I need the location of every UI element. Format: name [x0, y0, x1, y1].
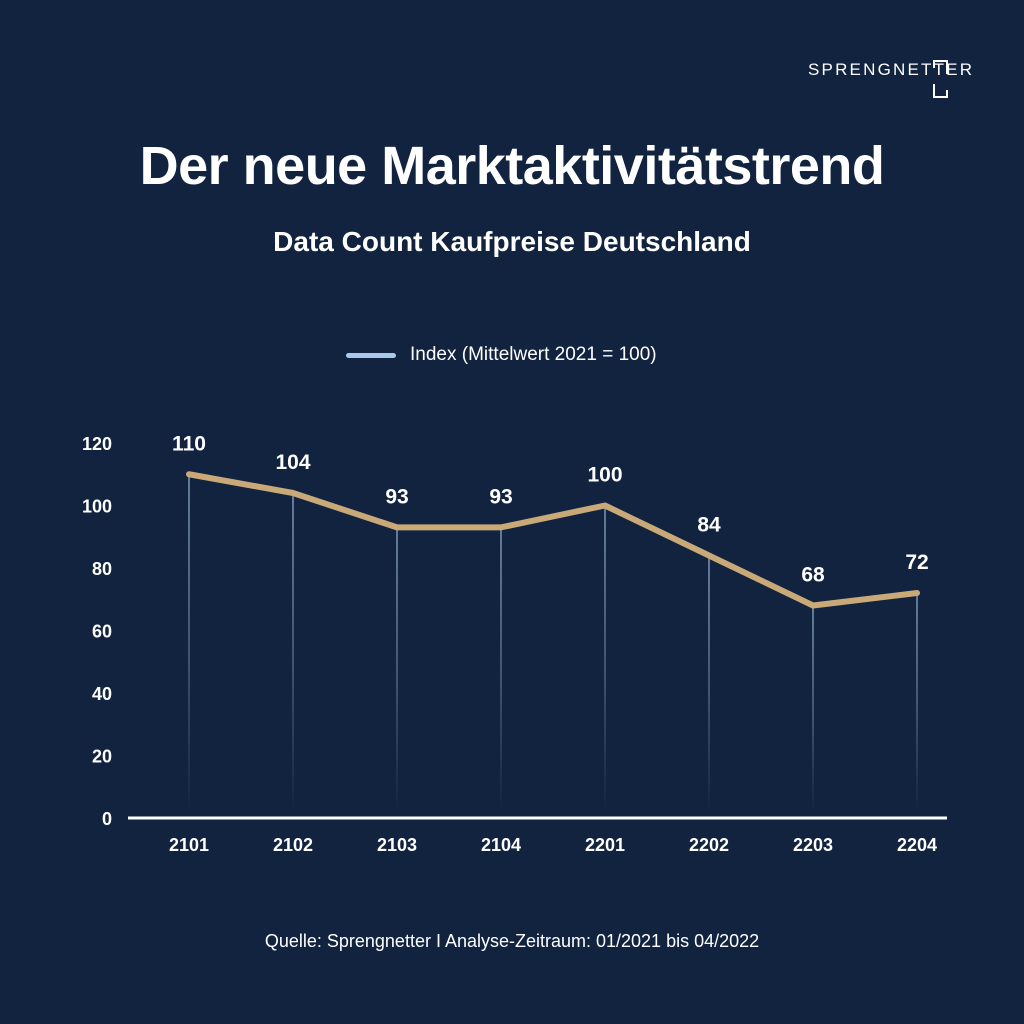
- x-tick-label: 2202: [689, 835, 729, 855]
- data-label: 100: [587, 464, 622, 487]
- data-label: 68: [801, 564, 825, 587]
- data-label: 93: [489, 485, 512, 508]
- page-title: Der neue Marktaktivitätstrend: [139, 136, 885, 196]
- drop-line: [812, 605, 814, 812]
- legend-swatch: [346, 352, 396, 358]
- data-label: 72: [905, 551, 928, 574]
- drop-line: [604, 505, 606, 812]
- x-tick-label: 2203: [793, 835, 833, 855]
- y-tick-label: 60: [92, 622, 112, 642]
- drop-lines: [188, 474, 918, 812]
- y-tick-label: 20: [92, 747, 112, 767]
- data-label: 84: [697, 514, 721, 537]
- legend-label: Index (Mittelwert 2021 = 100): [410, 344, 657, 365]
- x-tick-label: 2102: [273, 835, 313, 855]
- data-labels: 110 104 93 93 100 84 68 72: [172, 432, 929, 586]
- x-tick-label: 2101: [169, 835, 209, 855]
- x-tick-label: 2201: [585, 835, 625, 855]
- bracket-logo-icon: [933, 60, 949, 98]
- y-tick-label: 120: [82, 434, 112, 454]
- data-label: 104: [275, 451, 310, 474]
- page-subtitle: Data Count Kaufpreise Deutschland: [273, 226, 751, 257]
- x-tick-label: 2104: [481, 835, 521, 855]
- chart-legend: Index (Mittelwert 2021 = 100): [346, 344, 657, 366]
- drop-line: [708, 555, 710, 812]
- y-tick-label: 80: [92, 559, 112, 579]
- drop-line: [188, 474, 190, 812]
- source-note: Quelle: Sprengnetter I Analyse-Zeitraum:…: [264, 931, 760, 951]
- drop-line: [396, 527, 398, 812]
- drop-line: [292, 493, 294, 812]
- x-tick-label: 2204: [897, 835, 937, 855]
- drop-line: [916, 593, 918, 812]
- x-tick-label: 2103: [377, 835, 417, 855]
- series-line-index: [186, 471, 920, 609]
- brand-name: SPRENGNETTER: [808, 60, 975, 79]
- drop-line: [500, 527, 502, 812]
- y-tick-label: 0: [102, 809, 112, 829]
- brand-logo: SPRENGNETTER: [808, 60, 975, 98]
- y-axis-ticks: 0 20 40 60 80 100 120: [82, 434, 112, 829]
- x-axis-ticks: 2101 2102 2103 2104 2201 2202 2203 2204: [169, 835, 937, 855]
- data-label: 110: [172, 432, 206, 455]
- data-label: 93: [385, 485, 408, 508]
- y-tick-label: 40: [92, 684, 112, 704]
- y-tick-label: 100: [82, 497, 112, 517]
